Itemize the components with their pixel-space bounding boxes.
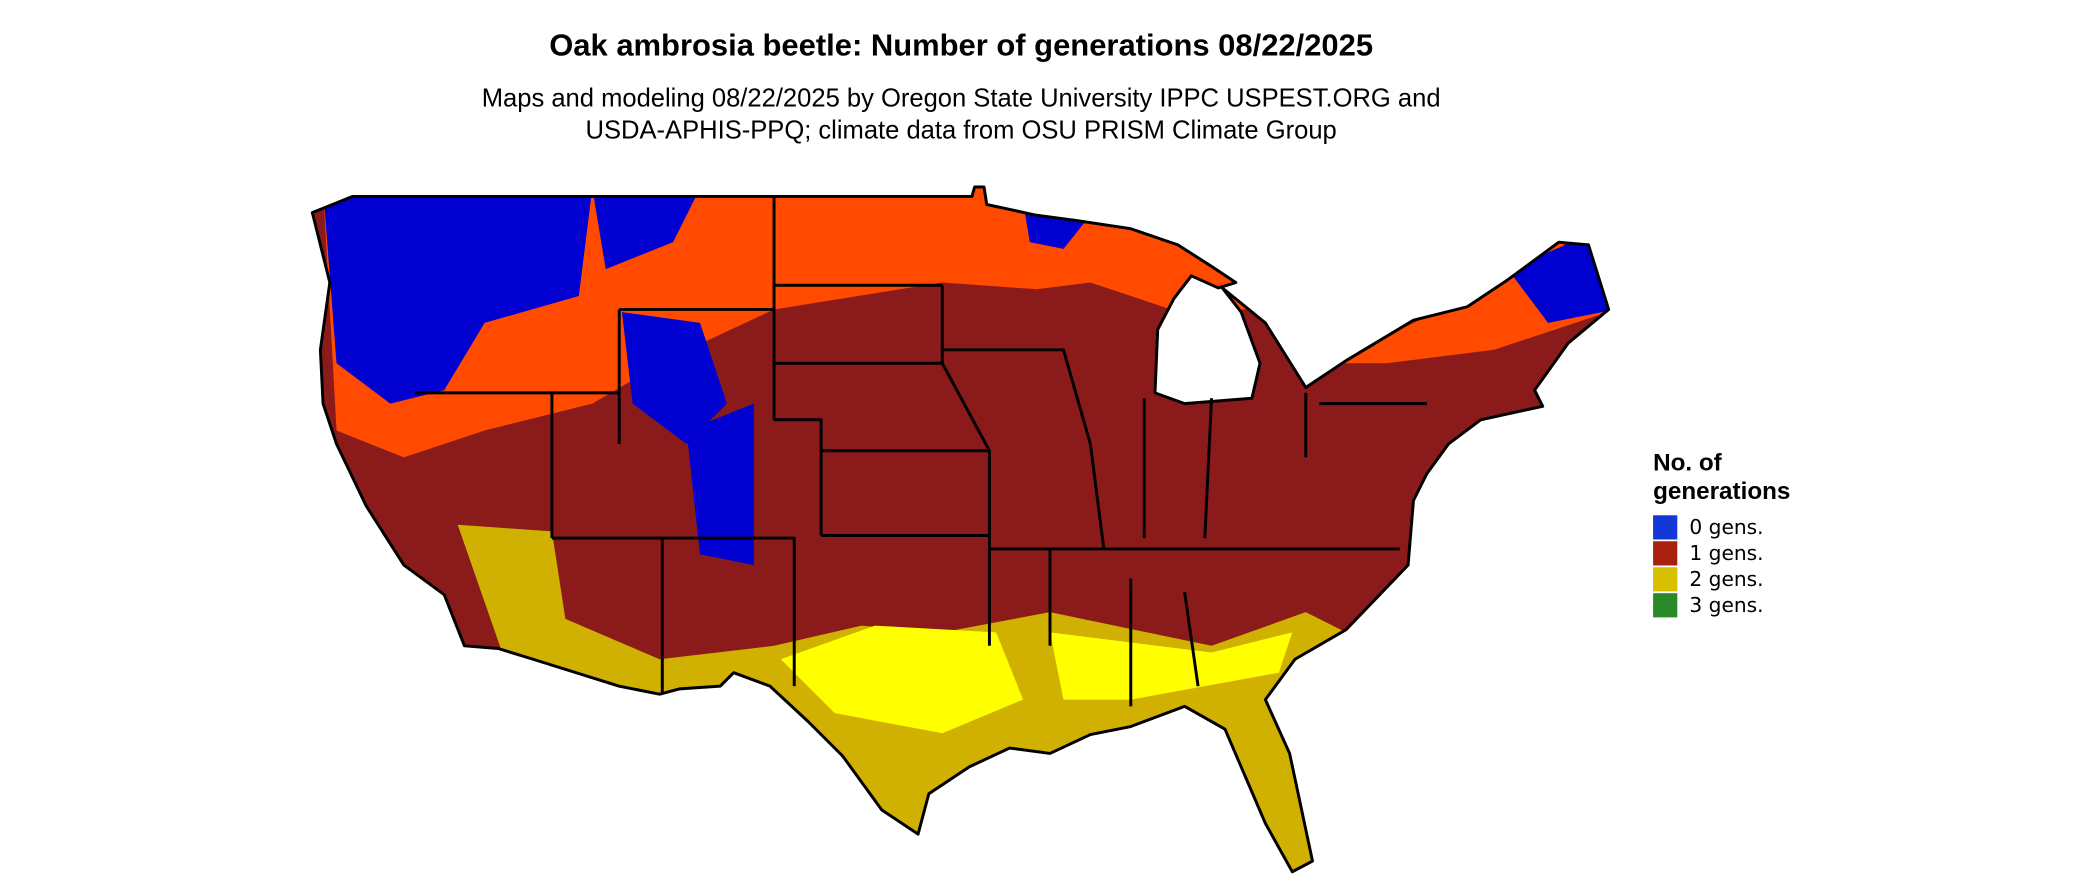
region-0gen <box>323 188 593 404</box>
legend-swatch <box>1653 567 1678 592</box>
legend-title: generations <box>1653 478 1790 505</box>
legend-label: 1 gens. <box>1689 541 1763 565</box>
state-borders <box>310 185 1611 874</box>
legend-label: 3 gens. <box>1689 593 1763 617</box>
title: Oak ambrosia beetle: Number of generatio… <box>549 27 1373 62</box>
legend-swatch <box>1653 593 1678 618</box>
region-0gen <box>592 188 700 270</box>
subtitle: USDA-APHIS-PPQ; climate data from OSU PR… <box>586 117 1337 145</box>
legend-title: No. of <box>1653 450 1723 477</box>
legend-swatch <box>1653 515 1678 540</box>
map-shading <box>312 187 1609 872</box>
state-line <box>414 196 1427 707</box>
subtitle: Maps and modeling 08/22/2025 by Oregon S… <box>482 84 1441 112</box>
region-2gen-light <box>780 625 1024 734</box>
region-0gen <box>1507 235 1609 323</box>
legend-swatch <box>1653 541 1678 566</box>
legend-label: 2 gens. <box>1689 567 1763 591</box>
legend-label: 0 gens. <box>1689 515 1763 539</box>
region-0gen <box>621 312 727 444</box>
region-0gen <box>686 403 754 566</box>
region-2gen-light <box>1050 632 1293 700</box>
